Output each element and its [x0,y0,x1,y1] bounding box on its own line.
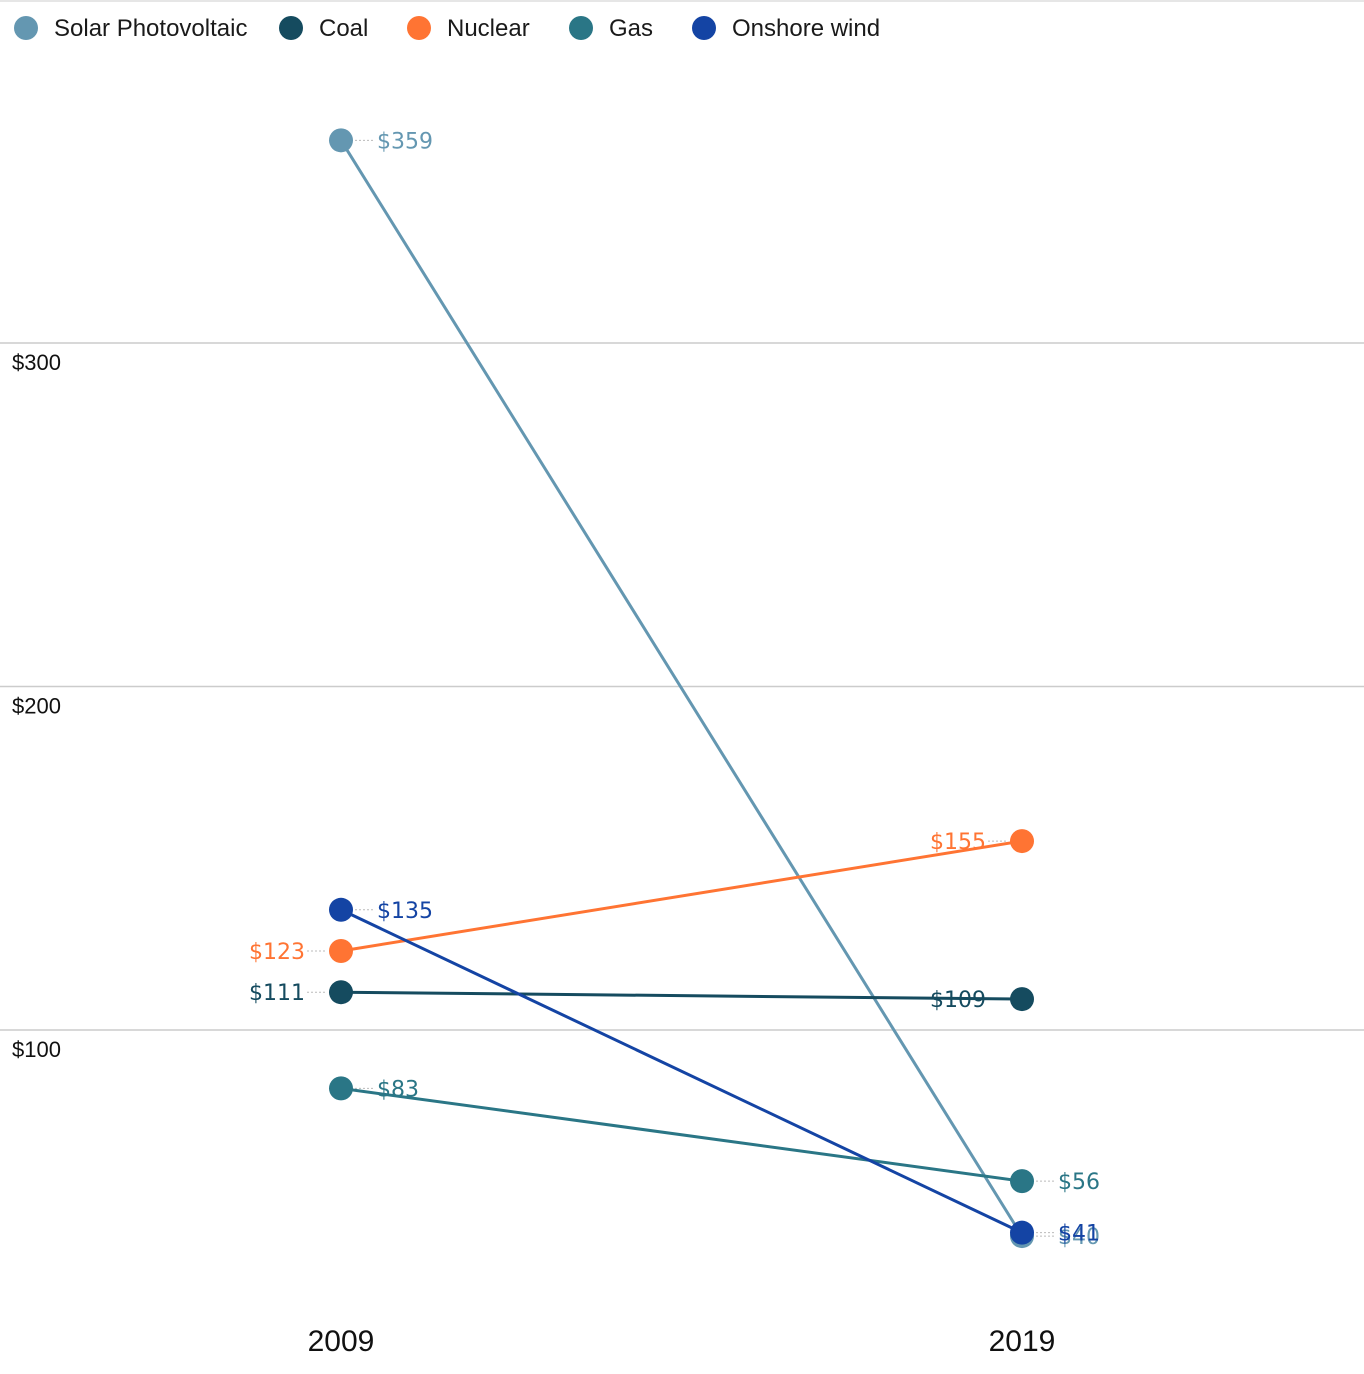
data-label-coal-2019: $109 [930,988,986,1013]
data-point-nuclear-2009 [329,938,353,963]
y-tick-label: $100 [12,1037,61,1062]
legend-marker-gas [569,16,593,40]
legend-marker-coal [279,16,303,40]
data-point-onshore-wind-2009 [329,897,353,922]
series-line-solar-photovoltaic [339,138,1024,1238]
data-point-solar-photovoltaic-2009 [329,128,353,153]
data-label-nuclear-2019: $155 [930,830,986,855]
x-tick-label-2009: 2009 [308,1325,375,1358]
legend-label-nuclear: Nuclear [447,15,530,42]
data-label-onshore-wind-2009: $135 [377,899,433,924]
legend-marker-solar-photovoltaic [14,16,38,40]
data-label-solar-photovoltaic-2009: $359 [377,129,433,154]
data-label-gas-2009: $83 [377,1077,419,1102]
data-point-nuclear-2019 [1010,829,1034,854]
data-point-gas-2009 [329,1076,353,1101]
legend-marker-nuclear [407,16,431,40]
data-label-coal-2009: $111 [249,981,305,1006]
data-point-coal-2019 [1010,987,1034,1012]
legend-marker-onshore-wind [692,16,716,40]
data-point-gas-2019 [1010,1169,1034,1194]
data-label-solar-photovoltaic-2019: $40 [1058,1225,1100,1250]
series-line-nuclear [339,839,1024,953]
data-point-onshore-wind-2019 [1010,1220,1034,1245]
legend-label-coal: Coal [319,15,368,42]
legend-label-gas: Gas [609,15,653,42]
x-tick-label-2019: 2019 [989,1325,1056,1358]
series-line-gas [339,1086,1024,1183]
series-points [329,128,1034,1249]
legend: Solar Photovoltaic Coal Nuclear Gas Onshore … [14,15,880,42]
legend-label-solar-photovoltaic: Solar Photovoltaic [54,15,247,42]
data-point-coal-2009 [329,980,353,1005]
y-tick-label: $200 [12,694,61,719]
data-labels: $359 $40 $111 $109 $123 $155 $83 $56 $135 $41 [249,129,1100,1250]
data-label-gas-2019: $56 [1058,1170,1100,1195]
series-lines [339,138,1024,1238]
legend-label-onshore-wind: Onshore wind [732,15,880,42]
data-label-nuclear-2009: $123 [249,940,305,965]
data-label-onshore-wind-2019: $41 [1058,1222,1100,1247]
y-axis: $100 $200 $300 [12,350,61,1062]
series-line-onshore-wind [339,908,1024,1235]
series-line-coal [339,990,1024,1001]
y-tick-label: $300 [12,350,61,375]
x-axis: 2009 2019 [308,1325,1056,1358]
